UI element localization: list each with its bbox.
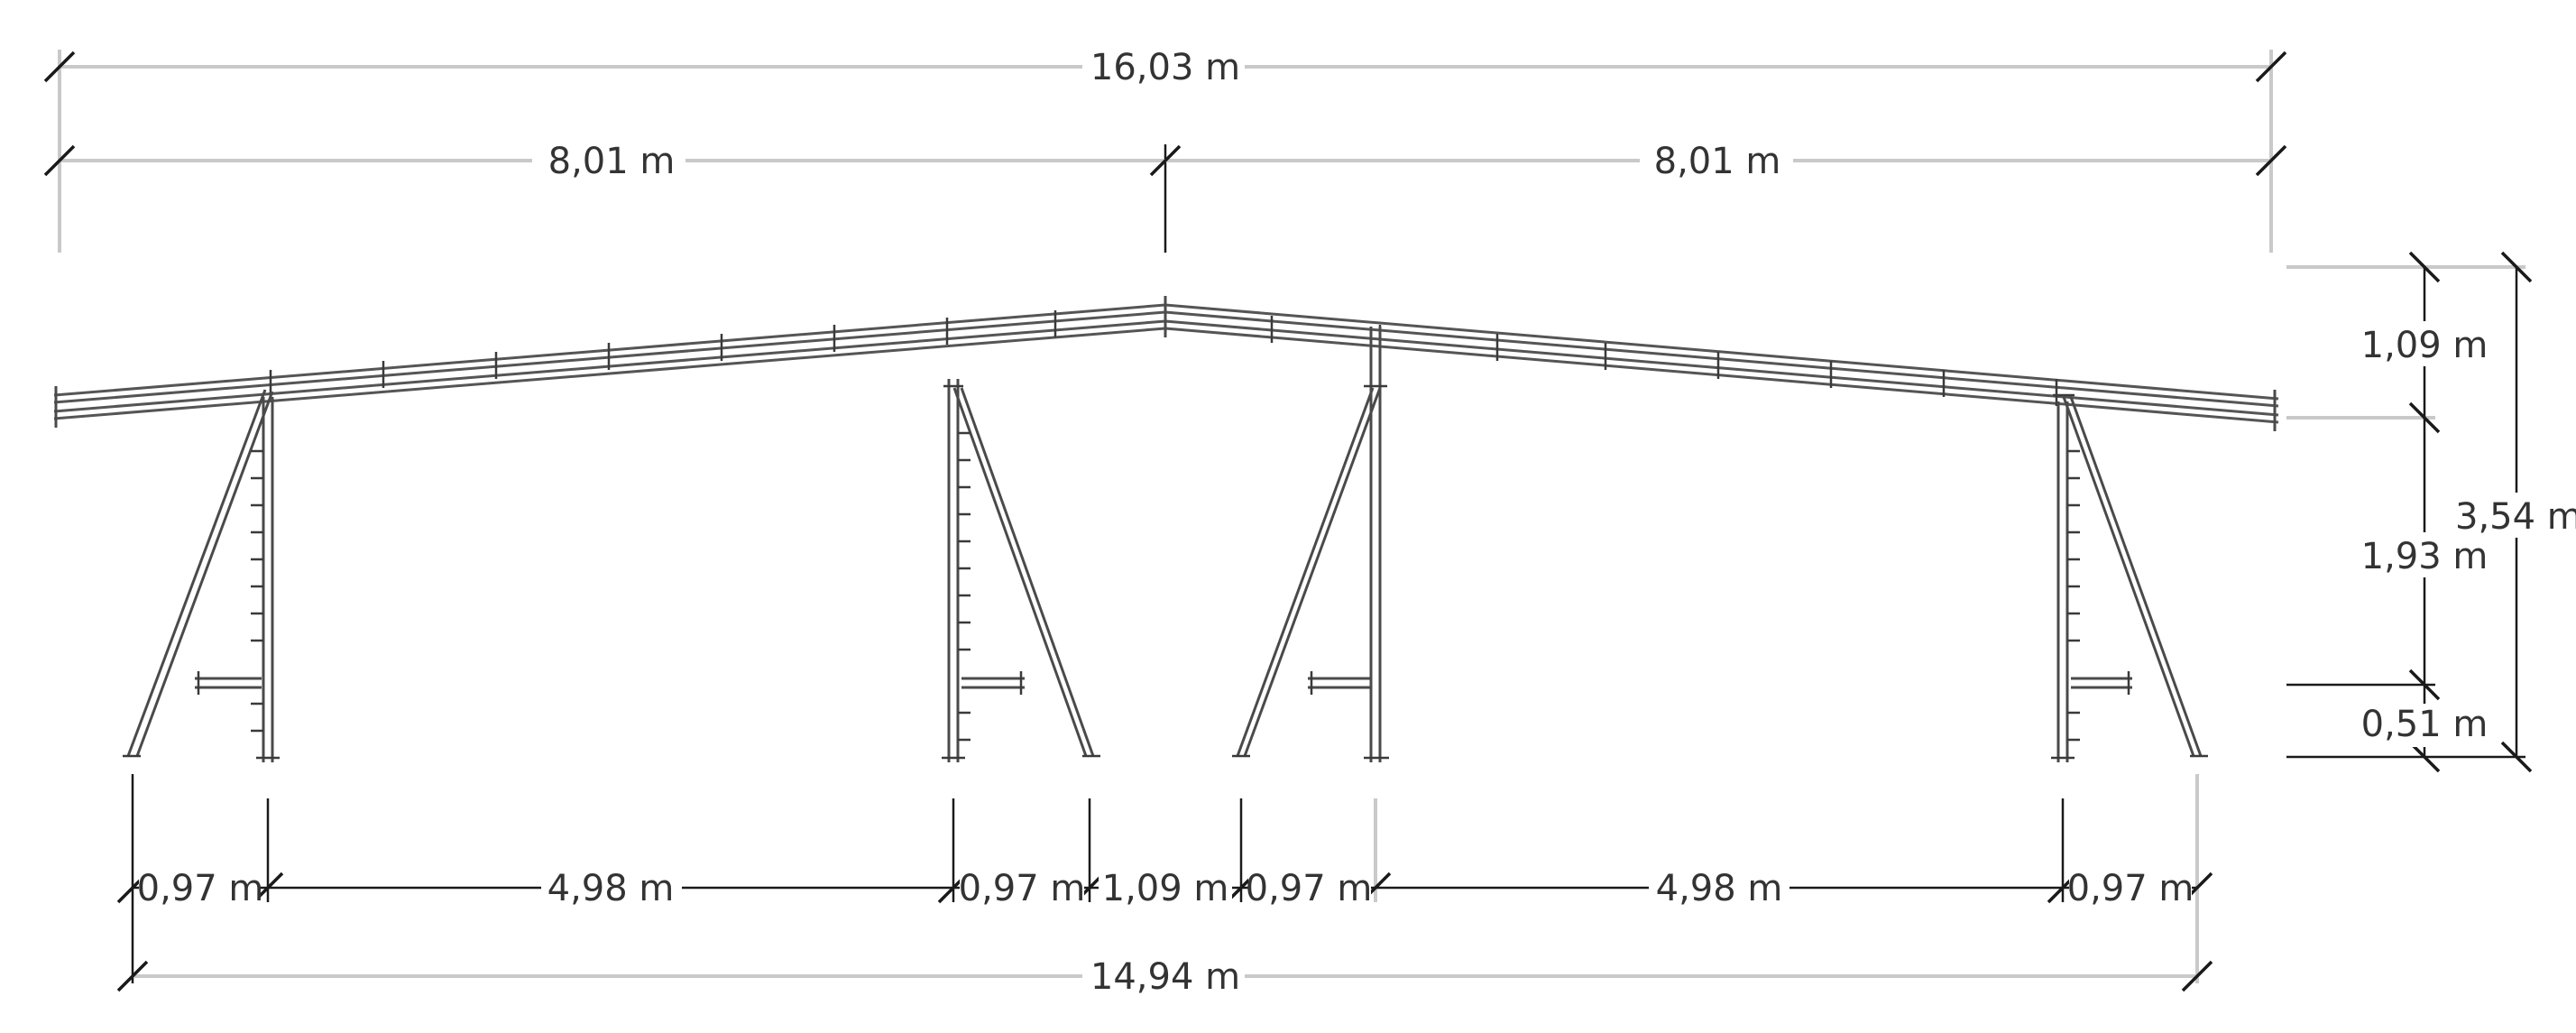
dimension-tick [1149,144,1182,177]
roof-beam [53,296,2279,431]
dimension-label-half-right: 8,01 m [1654,141,1781,182]
dimension-tick [2255,144,2287,177]
dimension-tick [43,51,76,83]
dimension-label-bottom-seg-4: 1,09 m [1102,868,1229,909]
dimension-label-right-rise: 1,09 m [2361,325,2489,366]
bottom-dimensions: 0,97 m 4,98 m 0,97 m 1,09 m 0,97 m 4,98 … [116,774,2213,998]
dimension-tick [2255,51,2287,83]
top-dimensions: 16,03 m 8,01 m 8,01 m [43,45,2287,253]
dimension-label-bottom-seg-6: 4,98 m [1656,868,1783,909]
dimension-label-right-post: 1,93 m [2361,536,2489,577]
scaffold-frame-2 [942,379,1100,762]
dimension-label-bottom-seg-2: 4,98 m [547,868,675,909]
dimension-label-overall-top: 16,03 m [1090,47,1240,88]
dimension-label-bottom-seg-5: 0,97 m [1246,868,1373,909]
scaffold-frame-1 [123,389,280,762]
dimension-label-overall-bottom: 14,94 m [1090,956,1240,998]
right-dimensions: 1,09 m 1,93 m 3,54 m 0,51 m [2286,251,2576,773]
dimension-label-right-base: 0,51 m [2361,704,2489,745]
dimension-label-bottom-seg-7: 0,97 m [2067,868,2194,909]
dimension-label-right-total: 3,54 m [2455,496,2576,538]
dimension-label-bottom-seg-3: 0,97 m [959,868,1086,909]
scaffold-frame-4 [2051,393,2208,762]
scaffold-frame-3 [1232,327,1389,762]
dimension-label-bottom-seg-1: 0,97 m [137,868,264,909]
dimension-label-half-left: 8,01 m [548,141,676,182]
dimension-tick [43,144,76,177]
